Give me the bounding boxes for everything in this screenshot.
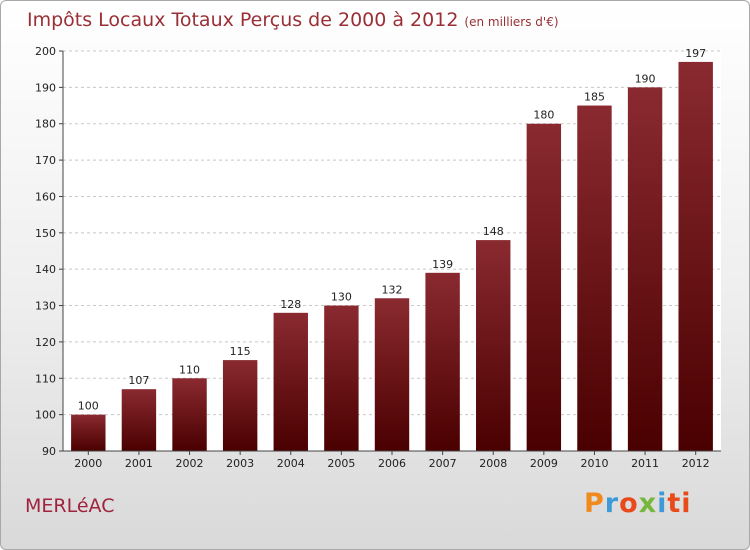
bar-2011 <box>627 87 663 451</box>
bar-2008 <box>476 240 511 451</box>
chart-subtitle: (en milliers d'€) <box>464 15 559 29</box>
x-tick-label-2002: 2002 <box>176 457 204 470</box>
bar-2009 <box>526 123 562 452</box>
data-label-2009: 180 <box>533 109 554 122</box>
bar-2001 <box>121 389 157 451</box>
x-tick-label-2000: 2000 <box>74 457 102 470</box>
y-tick-label: 150 <box>35 227 56 240</box>
x-tick-label-2005: 2005 <box>327 457 355 470</box>
y-tick-label: 120 <box>35 336 56 349</box>
y-tick-label: 90 <box>42 445 56 458</box>
y-tick-label: 130 <box>35 300 56 313</box>
y-tick-label: 160 <box>35 190 56 203</box>
data-label-2000: 100 <box>78 400 99 413</box>
x-tick-label-2001: 2001 <box>125 457 153 470</box>
bar-2010 <box>577 105 612 451</box>
bar-2000 <box>71 414 106 451</box>
data-label-2007: 139 <box>432 258 453 271</box>
bar-2002 <box>172 378 207 451</box>
data-label-2001: 107 <box>128 374 149 387</box>
x-tick-label-2006: 2006 <box>378 457 406 470</box>
bar-2012 <box>678 61 713 452</box>
y-tick-label: 200 <box>35 45 56 58</box>
y-tick-label: 190 <box>35 81 56 94</box>
place-name: MERLéAC <box>25 495 115 517</box>
bar-2006 <box>374 298 410 451</box>
data-label-2011: 190 <box>635 72 656 85</box>
bar-2007 <box>425 272 460 451</box>
x-tick-label-2007: 2007 <box>429 457 457 470</box>
data-label-2003: 115 <box>230 345 251 358</box>
data-label-2006: 132 <box>382 283 403 296</box>
data-label-2012: 197 <box>685 47 706 60</box>
chart-title-block: Impôts Locaux Totaux Perçus de 2000 à 20… <box>27 9 559 31</box>
data-label-2004: 128 <box>280 298 301 311</box>
y-tick-label: 140 <box>35 263 56 276</box>
data-label-2010: 185 <box>584 91 605 104</box>
x-tick-label-2008: 2008 <box>479 457 507 470</box>
data-label-2008: 148 <box>483 225 504 238</box>
y-tick-label: 100 <box>35 409 56 422</box>
bar-2003 <box>222 360 258 451</box>
x-tick-label-2011: 2011 <box>631 457 659 470</box>
x-tick-label-2012: 2012 <box>682 457 710 470</box>
proxiti-logo: Proxiti <box>584 488 692 519</box>
x-tick-label-2004: 2004 <box>277 457 305 470</box>
data-label-2002: 110 <box>179 363 200 376</box>
bar-2004 <box>273 312 308 451</box>
bar-2005 <box>324 305 359 451</box>
data-label-2005: 130 <box>331 291 352 304</box>
x-tick-label-2009: 2009 <box>530 457 558 470</box>
x-tick-label-2010: 2010 <box>580 457 608 470</box>
y-tick-label: 180 <box>35 118 56 131</box>
x-tick-label-2003: 2003 <box>226 457 254 470</box>
y-tick-label: 110 <box>35 372 56 385</box>
chart-title: Impôts Locaux Totaux Perçus de 2000 à 20… <box>27 9 459 31</box>
y-tick-label: 170 <box>35 154 56 167</box>
